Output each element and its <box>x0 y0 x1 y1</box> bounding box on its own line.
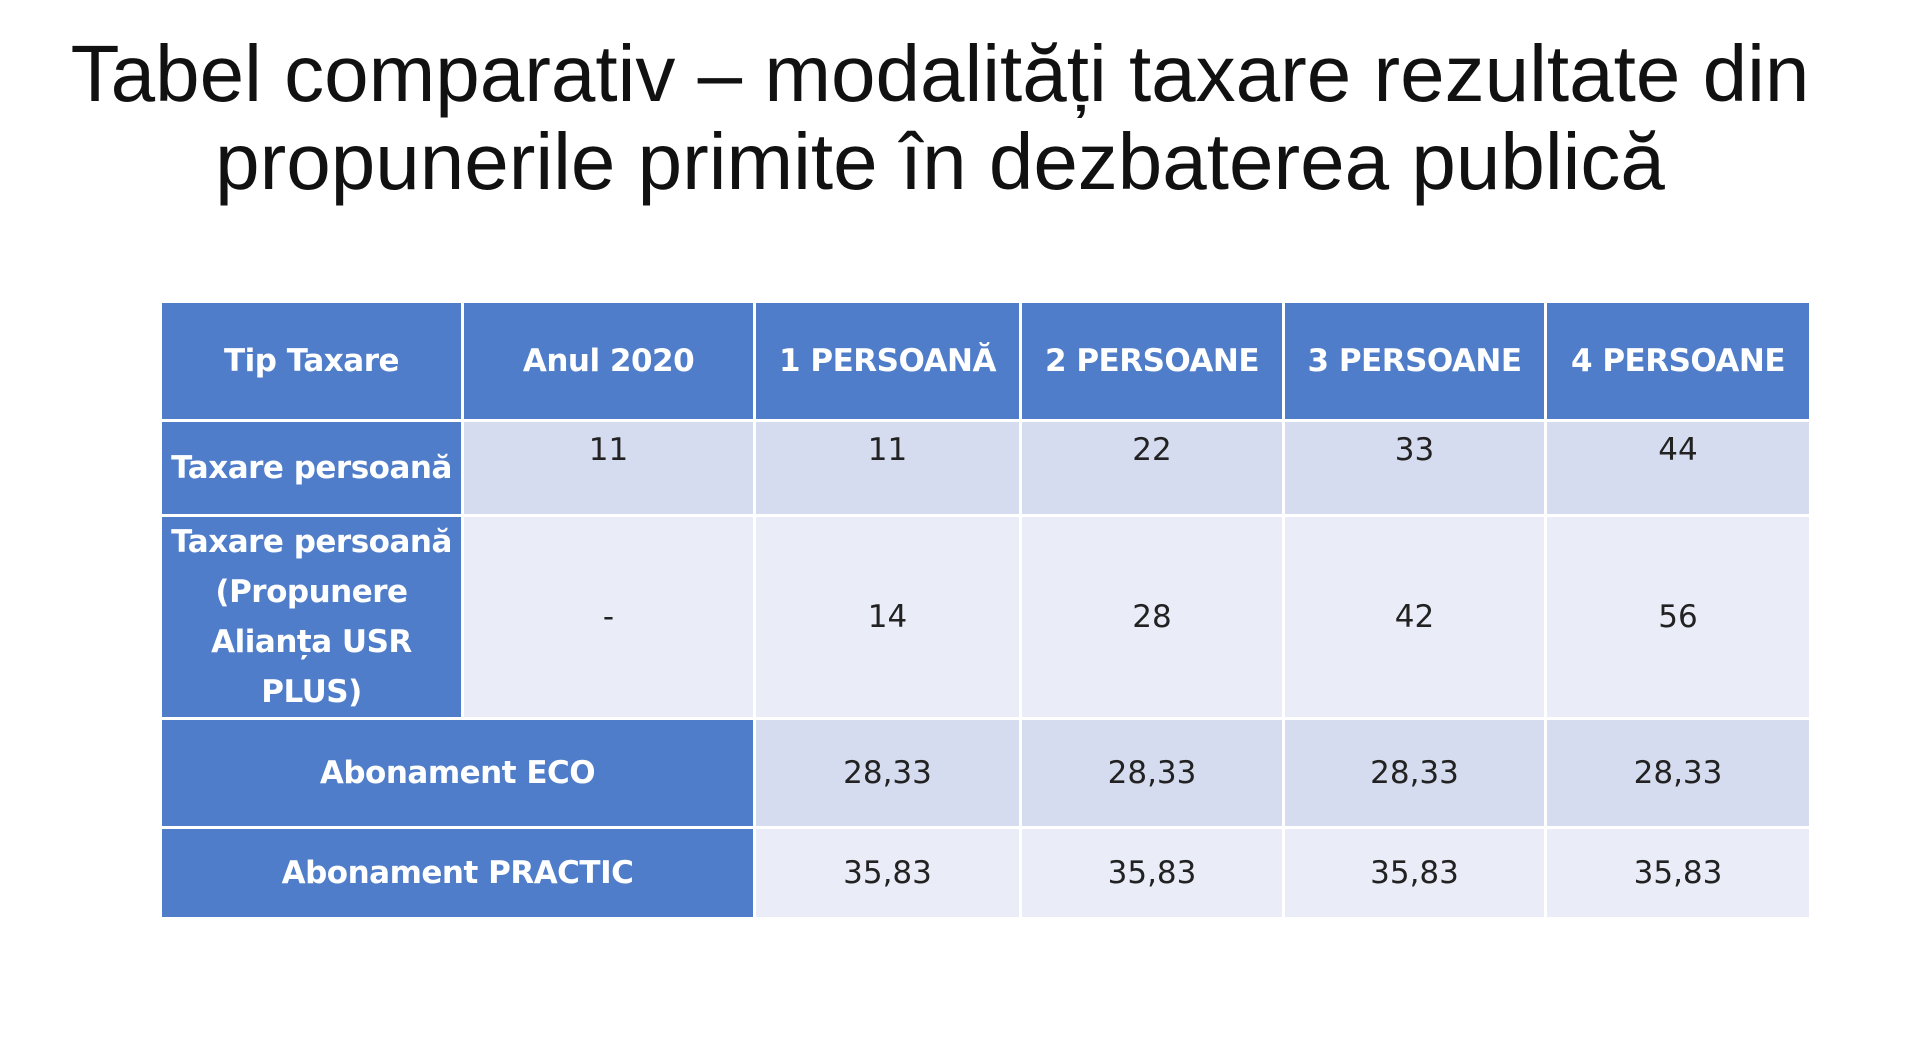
table-cell: 14 <box>753 514 1022 720</box>
row-label-line: Taxare persoană <box>171 524 452 560</box>
table-header-row: Tip Taxare Anul 2020 1 PERSOANĂ 2 PERSOA… <box>159 300 1812 422</box>
table-cell: 35,83 <box>1019 826 1285 920</box>
row-label-line: PLUS) <box>261 674 362 710</box>
table-cell: 22 <box>1019 419 1285 517</box>
table-cell: 35,83 <box>1282 826 1547 920</box>
header-1-persoana: 1 PERSOANĂ <box>753 300 1022 422</box>
row-label-taxare-persoana: Taxare persoană <box>159 419 464 517</box>
table-cell: - <box>461 514 756 720</box>
table-cell: 28,33 <box>1544 717 1812 829</box>
table-row: Taxare persoană 11 11 22 33 44 <box>159 419 1812 517</box>
table-cell: 33 <box>1282 419 1547 517</box>
table-cell: 11 <box>753 419 1022 517</box>
table-row: Abonament PRACTIC 35,83 35,83 35,83 35,8… <box>159 826 1812 920</box>
header-2-persoane: 2 PERSOANE <box>1019 300 1285 422</box>
table-cell: 28,33 <box>753 717 1022 829</box>
header-tip-taxare: Tip Taxare <box>159 300 464 422</box>
header-3-persoane: 3 PERSOANE <box>1282 300 1547 422</box>
header-anul-2020: Anul 2020 <box>461 300 756 422</box>
table-cell: 42 <box>1282 514 1547 720</box>
row-label-line: Alianța USR <box>211 624 412 660</box>
row-label-taxare-persoana-propunere: Taxare persoană (Propunere Alianța USR P… <box>159 514 464 720</box>
slide-title-line-2: propunerile primite în dezbaterea public… <box>215 117 1665 206</box>
table-cell: 28,33 <box>1282 717 1547 829</box>
comparison-table: Tip Taxare Anul 2020 1 PERSOANĂ 2 PERSOA… <box>159 300 1812 920</box>
slide-title-line-1: Tabel comparativ – modalități taxare rez… <box>70 29 1810 118</box>
table-cell: 35,83 <box>753 826 1022 920</box>
slide-title: Tabel comparativ – modalități taxare rez… <box>0 30 1880 206</box>
table-cell: 56 <box>1544 514 1812 720</box>
table-cell: 28 <box>1019 514 1285 720</box>
row-label-abonament-eco: Abonament ECO <box>159 717 756 829</box>
table-cell: 28,33 <box>1019 717 1285 829</box>
table-row: Abonament ECO 28,33 28,33 28,33 28,33 <box>159 717 1812 829</box>
row-label-line: (Propunere <box>215 574 408 610</box>
table-cell: 35,83 <box>1544 826 1812 920</box>
row-label-abonament-practic: Abonament PRACTIC <box>159 826 756 920</box>
table-cell: 11 <box>461 419 756 517</box>
table-cell: 44 <box>1544 419 1812 517</box>
table-row: Taxare persoană (Propunere Alianța USR P… <box>159 514 1812 720</box>
header-4-persoane: 4 PERSOANE <box>1544 300 1812 422</box>
